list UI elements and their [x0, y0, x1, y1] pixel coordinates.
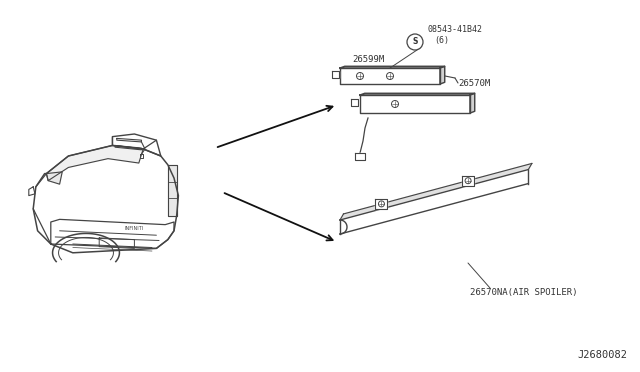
Polygon shape — [340, 66, 445, 68]
Text: 26570M: 26570M — [458, 79, 490, 88]
Circle shape — [378, 201, 385, 207]
Polygon shape — [376, 199, 387, 209]
Polygon shape — [33, 145, 179, 253]
Polygon shape — [99, 238, 134, 248]
Polygon shape — [113, 134, 161, 156]
Polygon shape — [332, 71, 339, 78]
Circle shape — [407, 34, 423, 50]
Polygon shape — [115, 145, 141, 150]
Polygon shape — [355, 153, 365, 160]
Circle shape — [465, 178, 471, 184]
Circle shape — [392, 100, 399, 108]
Polygon shape — [351, 99, 358, 106]
Polygon shape — [340, 170, 529, 234]
Polygon shape — [470, 93, 475, 113]
Circle shape — [356, 73, 364, 80]
Polygon shape — [116, 138, 141, 142]
Polygon shape — [360, 95, 470, 113]
Polygon shape — [340, 68, 440, 84]
Text: J2680082: J2680082 — [577, 350, 627, 360]
Polygon shape — [440, 66, 445, 84]
Polygon shape — [462, 176, 474, 186]
Text: 26599M: 26599M — [352, 55, 384, 64]
Text: S: S — [412, 38, 418, 46]
Text: 08543-41B42: 08543-41B42 — [427, 26, 482, 35]
Text: (6): (6) — [434, 35, 449, 45]
Text: 26570NA(AIR SPOILER): 26570NA(AIR SPOILER) — [470, 288, 577, 297]
Polygon shape — [46, 145, 143, 181]
Polygon shape — [46, 172, 62, 184]
Text: INFINITI: INFINITI — [125, 226, 144, 231]
Circle shape — [387, 73, 394, 80]
Polygon shape — [340, 163, 532, 220]
Polygon shape — [51, 219, 174, 248]
Polygon shape — [140, 154, 143, 158]
Polygon shape — [168, 165, 177, 216]
Polygon shape — [360, 93, 475, 95]
